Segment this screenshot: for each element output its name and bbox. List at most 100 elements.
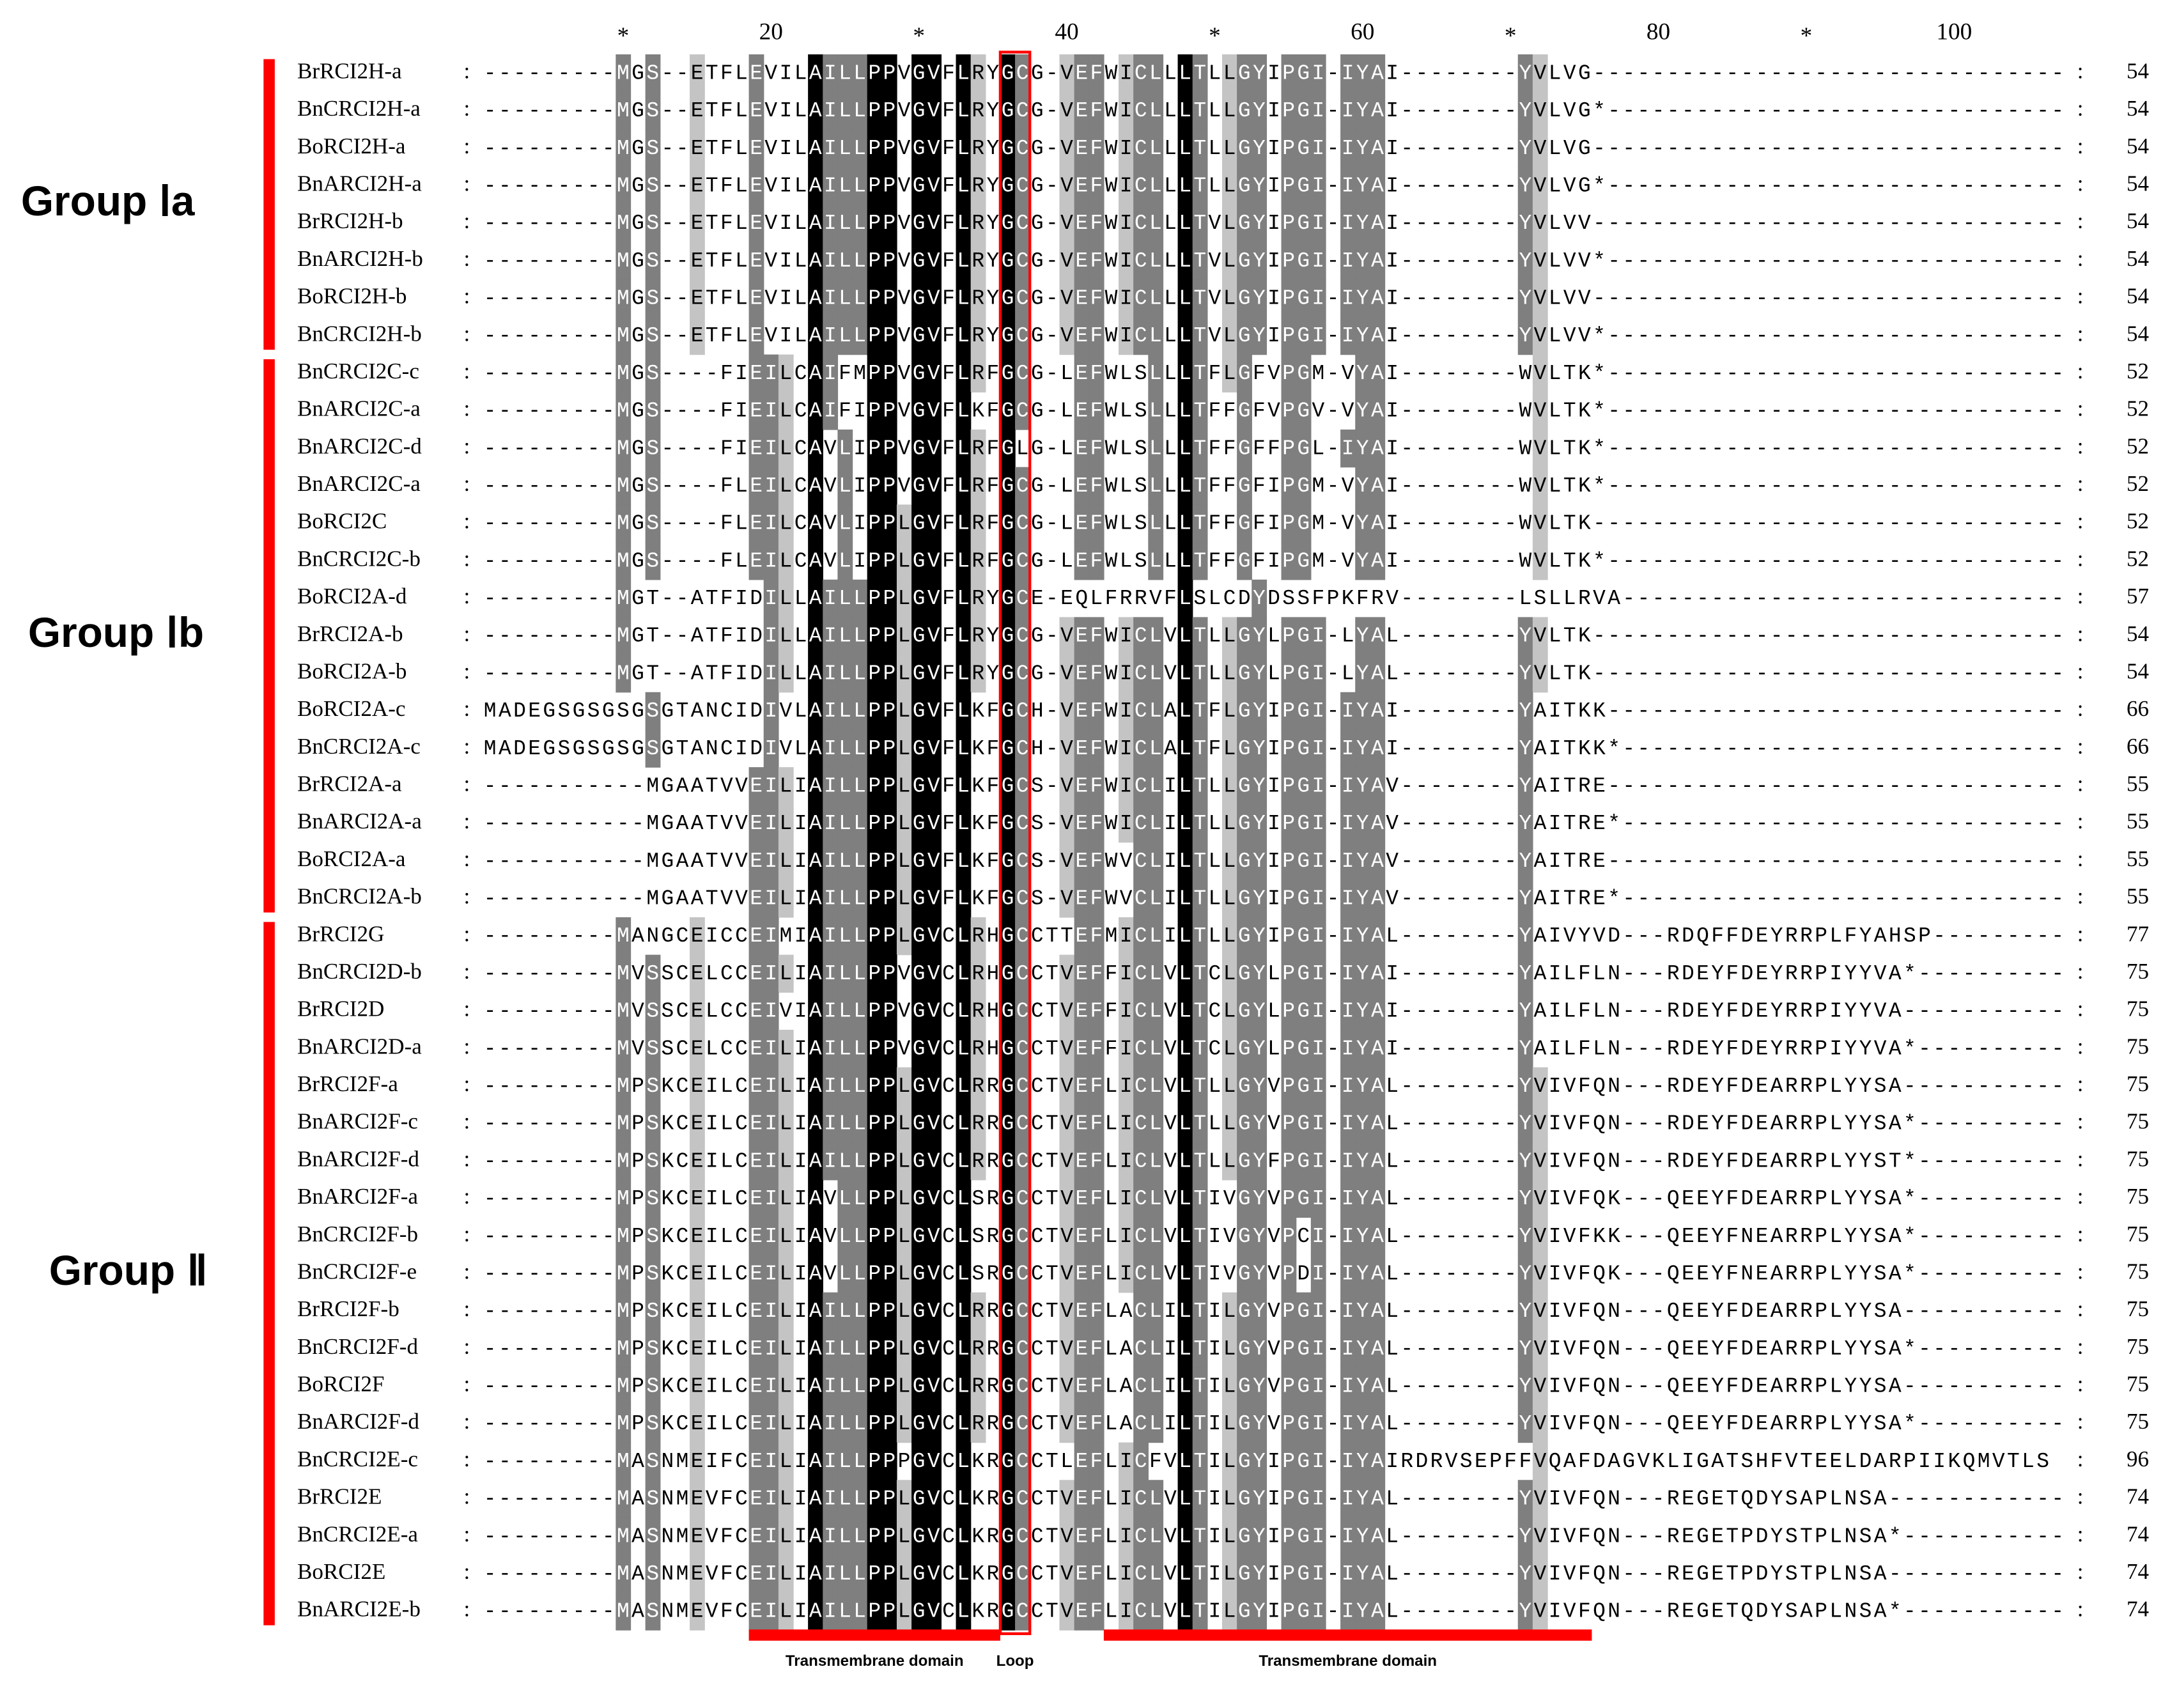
ruler-label: *	[1801, 23, 1813, 49]
conservation-shade	[1340, 204, 1356, 243]
conservation-shade	[956, 129, 972, 167]
conservation-shade	[867, 279, 883, 318]
separator: :	[463, 621, 470, 646]
sequence-length: 75	[2127, 1259, 2149, 1284]
sequence-name: BrRCI2H-b	[297, 208, 403, 233]
conservation-shade	[1089, 167, 1104, 205]
sequence-name: BnARCI2H-a	[297, 171, 422, 196]
separator: :	[463, 433, 470, 458]
conservation-shade	[867, 316, 883, 355]
conservation-shade	[1089, 91, 1104, 130]
sequence-length: 75	[2127, 1109, 2149, 1134]
conservation-shade	[1237, 129, 1252, 167]
sequence-name: BoRCI2A-b	[297, 658, 407, 683]
conservation-shade	[823, 129, 839, 167]
conservation-shade	[1296, 242, 1312, 280]
conservation-shade	[1310, 279, 1326, 318]
conservation-shade	[1296, 129, 1312, 167]
sequence-name: BnCRCI2F-d	[297, 1334, 419, 1359]
conservation-shade	[852, 279, 868, 318]
sequence-name: BrRCI2E	[297, 1484, 382, 1509]
conservation-shade	[690, 129, 705, 167]
separator: :	[2077, 1184, 2084, 1209]
separator: :	[2077, 884, 2084, 909]
conservation-shade	[1310, 242, 1326, 280]
separator: :	[2077, 284, 2084, 309]
conservation-shade	[852, 316, 868, 355]
conservation-shade	[1517, 279, 1533, 318]
sequence-length: 66	[2127, 734, 2149, 759]
conservation-shade	[1148, 316, 1164, 355]
conservation-shade	[911, 54, 927, 93]
conservation-shade	[808, 54, 823, 93]
conservation-shade	[1177, 316, 1193, 355]
conservation-shade	[1133, 167, 1149, 205]
ruler-label: 80	[1647, 19, 1670, 45]
sequence-name: BoRCI2E	[297, 1559, 385, 1584]
sequence-length: 54	[2127, 171, 2149, 196]
conservation-shade	[1089, 316, 1104, 355]
conservation-shade	[1177, 129, 1193, 167]
conservation-shade	[616, 91, 632, 130]
sequence-length: 52	[2127, 359, 2149, 384]
conservation-shade	[1517, 242, 1533, 280]
conservation-shade	[1532, 129, 1548, 167]
conservation-shade	[1340, 129, 1356, 167]
conservation-shade	[1074, 316, 1090, 355]
sequence-name: BnCRCI2C-c	[297, 359, 419, 384]
separator: :	[463, 359, 470, 384]
separator: :	[463, 921, 470, 946]
separator: :	[2077, 846, 2084, 871]
conservation-shade	[1089, 129, 1104, 167]
conservation-shade	[1000, 279, 1016, 318]
separator: :	[463, 1334, 470, 1359]
conservation-shade	[823, 91, 839, 130]
conservation-shade	[852, 129, 868, 167]
conservation-shade	[970, 204, 986, 243]
conservation-shade	[1221, 279, 1237, 318]
conservation-shade	[690, 316, 705, 355]
conservation-shade	[690, 242, 705, 280]
group-label: Group Ⅰa	[21, 177, 195, 224]
conservation-shade	[1252, 91, 1267, 130]
sequence-length: 52	[2127, 471, 2149, 496]
conservation-shade	[690, 167, 705, 205]
conservation-shade	[1148, 167, 1164, 205]
conservation-shade	[645, 167, 661, 205]
separator: :	[2077, 1372, 2084, 1397]
group-bar	[263, 359, 275, 913]
separator: :	[463, 546, 470, 571]
conservation-shade	[616, 167, 632, 205]
conservation-shade	[1133, 54, 1149, 93]
conservation-shade	[1370, 242, 1386, 280]
separator: :	[463, 1521, 470, 1546]
separator: :	[463, 809, 470, 834]
conservation-shade	[1059, 54, 1075, 93]
conservation-shade	[1000, 129, 1016, 167]
conservation-shade	[881, 242, 897, 280]
conservation-shade	[1074, 54, 1090, 93]
domain-label: Transmembrane domain	[786, 1652, 964, 1670]
conservation-shade	[616, 279, 632, 318]
conservation-shade	[1517, 54, 1533, 93]
conservation-shade	[823, 279, 839, 318]
separator: :	[463, 321, 470, 346]
sequence-name: BnARCI2C-a	[297, 471, 421, 496]
conservation-shade	[911, 91, 927, 130]
conservation-shade	[1000, 316, 1016, 355]
conservation-shade	[1532, 91, 1548, 130]
separator: :	[463, 1146, 470, 1171]
conservation-shade	[1340, 167, 1356, 205]
conservation-shade	[837, 316, 853, 355]
conservation-shade	[690, 91, 705, 130]
separator: :	[463, 658, 470, 683]
conservation-shade	[823, 204, 839, 243]
separator: :	[2077, 959, 2084, 984]
conservation-shade	[1177, 242, 1193, 280]
ruler-label: 100	[1936, 19, 1972, 45]
separator: :	[463, 1184, 470, 1209]
